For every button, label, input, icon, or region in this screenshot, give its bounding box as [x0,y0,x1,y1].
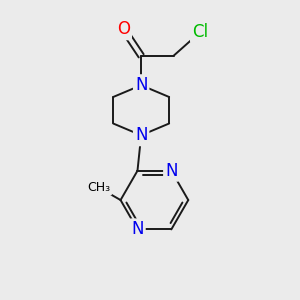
Text: N: N [135,76,147,94]
Text: CH₃: CH₃ [87,181,110,194]
Text: N: N [131,220,144,238]
Text: N: N [165,162,178,180]
Text: O: O [117,20,130,38]
Text: N: N [135,126,147,144]
Text: Cl: Cl [192,23,208,41]
